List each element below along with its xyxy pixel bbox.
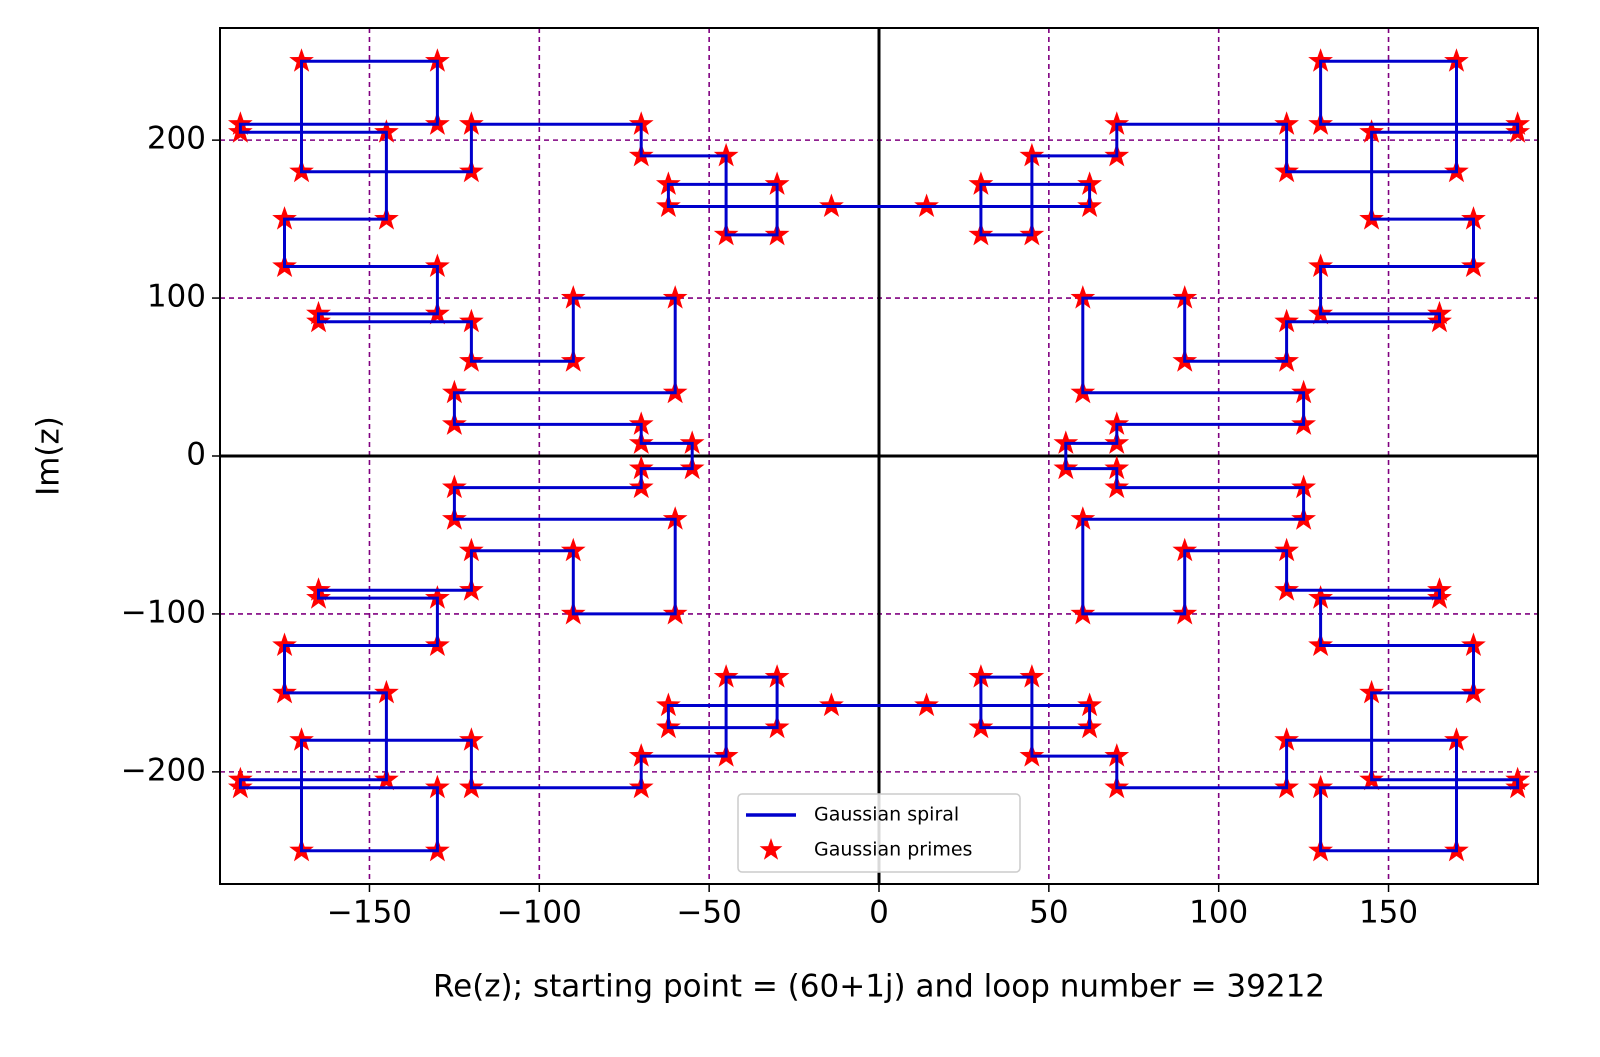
legend: Gaussian spiral Gaussian primes	[737, 793, 1021, 873]
x-tick-label: 150	[1359, 895, 1418, 931]
x-tick-label: −100	[497, 895, 582, 931]
y-tick-label: 0	[186, 437, 206, 473]
x-tick-label: 50	[1029, 895, 1068, 931]
plot-layer	[228, 48, 1530, 862]
x-tick-label: 100	[1189, 895, 1248, 931]
y-axis-label: Im(z)	[31, 416, 67, 496]
x-axis-label: Re(z); starting point = (60+1j) and loop…	[433, 969, 1325, 1005]
y-tick-label: 200	[147, 121, 206, 157]
y-tick-label: −200	[121, 752, 206, 788]
x-tick-label: −150	[327, 895, 412, 931]
x-tick-label: 0	[869, 895, 889, 931]
legend-marker	[759, 838, 783, 860]
legend-box	[737, 793, 1021, 873]
y-tick-label: −100	[121, 594, 206, 630]
legend-label: Gaussian primes	[814, 839, 972, 861]
y-tick-label: 100	[147, 279, 206, 315]
plot-frame	[219, 27, 1539, 885]
spiral-line	[238, 59, 1520, 853]
x-tick-label: −50	[676, 895, 741, 931]
legend-label: Gaussian spiral	[814, 804, 959, 826]
